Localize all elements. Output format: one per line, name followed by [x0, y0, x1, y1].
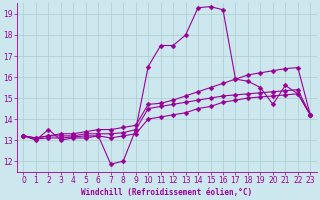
X-axis label: Windchill (Refroidissement éolien,°C): Windchill (Refroidissement éolien,°C) [81, 188, 252, 197]
